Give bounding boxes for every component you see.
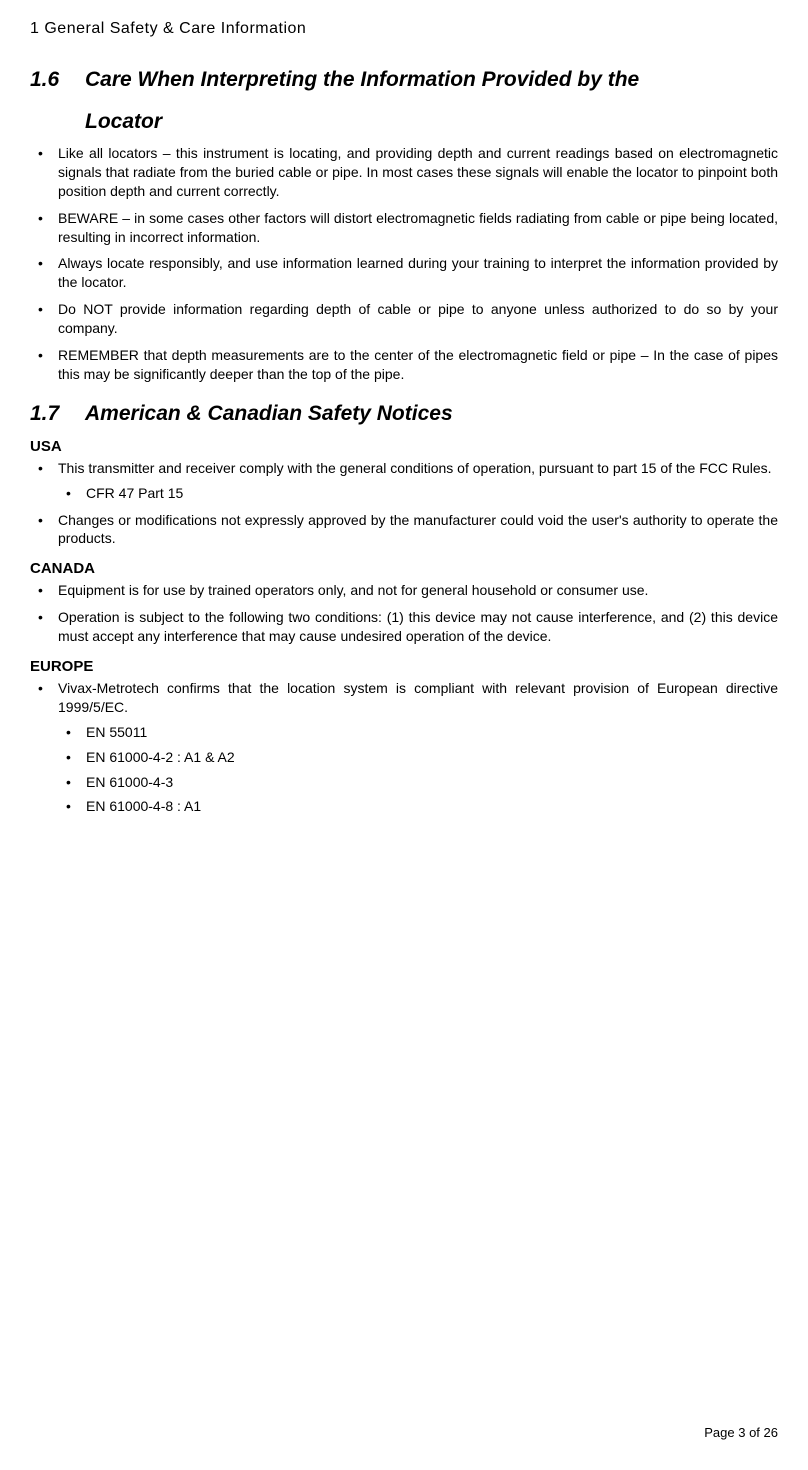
section-number: 1.6 <box>30 68 85 92</box>
sub-list-item: EN 61000-4-2 : A1 & A2 <box>58 748 778 767</box>
list-item: Do NOT provide information regarding dep… <box>30 300 778 338</box>
subsection-canada-heading: CANADA <box>30 560 778 577</box>
list-item: Vivax-Metrotech confirms that the locati… <box>30 679 778 816</box>
section-1-6-heading: 1.6 Care When Interpreting the Informati… <box>30 68 778 92</box>
section-1-6-heading-cont: Locator <box>30 110 778 134</box>
list-item: BEWARE – in some cases other factors wil… <box>30 209 778 247</box>
sub-list-item: EN 61000-4-3 <box>58 773 778 792</box>
list-item: Always locate responsibly, and use infor… <box>30 254 778 292</box>
section-1-7-heading: 1.7 American & Canadian Safety Notices <box>30 402 778 426</box>
list-item: Operation is subject to the following tw… <box>30 608 778 646</box>
sub-list-item: EN 61000-4-8 : A1 <box>58 797 778 816</box>
section-number: 1.7 <box>30 402 85 426</box>
subsection-usa-heading: USA <box>30 438 778 455</box>
list-item-text: This transmitter and receiver comply wit… <box>58 460 772 476</box>
section-title-cont: Locator <box>30 110 162 134</box>
list-item: Changes or modifications not expressly a… <box>30 511 778 549</box>
sub-list: CFR 47 Part 15 <box>58 484 778 503</box>
subsection-europe-list: Vivax-Metrotech confirms that the locati… <box>30 679 778 816</box>
page-footer: Page 3 of 26 <box>704 1425 778 1440</box>
page-header: 1 General Safety & Care Information <box>30 20 778 38</box>
list-item: This transmitter and receiver comply wit… <box>30 459 778 503</box>
subsection-europe-heading: EUROPE <box>30 658 778 675</box>
section-title: American & Canadian Safety Notices <box>85 402 453 426</box>
subsection-usa-list: This transmitter and receiver comply wit… <box>30 459 778 549</box>
sub-list-item: CFR 47 Part 15 <box>58 484 778 503</box>
sub-list: EN 55011 EN 61000-4-2 : A1 & A2 EN 61000… <box>58 723 778 817</box>
list-item-text: Vivax-Metrotech confirms that the locati… <box>58 680 778 715</box>
list-item: Like all locators – this instrument is l… <box>30 144 778 201</box>
section-1-6-list: Like all locators – this instrument is l… <box>30 144 778 384</box>
sub-list-item: EN 55011 <box>58 723 778 742</box>
section-title: Care When Interpreting the Information P… <box>85 68 639 92</box>
list-item: REMEMBER that depth measurements are to … <box>30 346 778 384</box>
subsection-canada-list: Equipment is for use by trained operator… <box>30 581 778 646</box>
list-item: Equipment is for use by trained operator… <box>30 581 778 600</box>
